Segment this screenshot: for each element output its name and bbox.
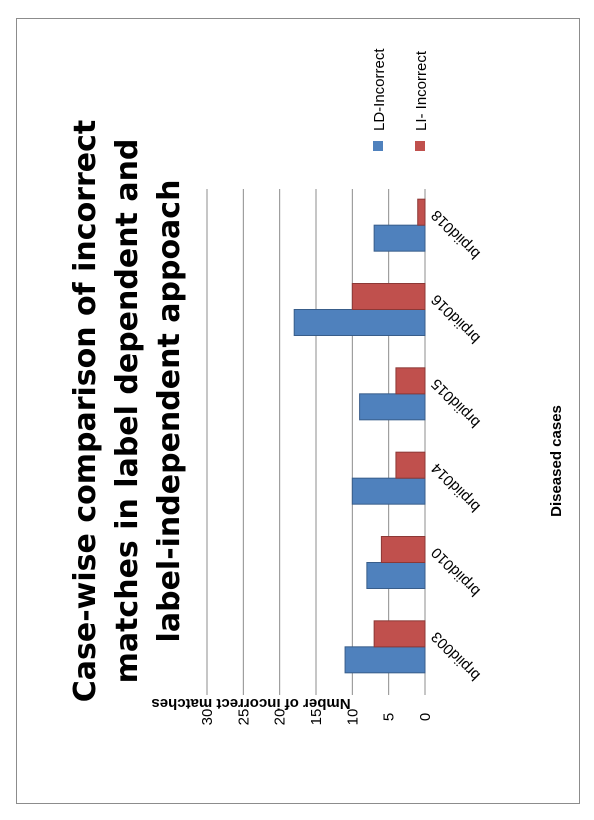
- bar-li-brpiid010: [380, 536, 426, 563]
- value-tick-label: 0: [417, 713, 434, 721]
- value-tick-label: 15: [308, 709, 325, 726]
- legend-label: LD-Incorrect: [371, 48, 388, 131]
- chart-frame: Case-wise comparison of incorrect matche…: [16, 18, 580, 804]
- title-line-3: label-independent appoach: [152, 180, 187, 643]
- bars: [293, 198, 426, 674]
- chart-canvas: Case-wise comparison of incorrect matche…: [68, 48, 565, 726]
- y-axis-title: Nmber of incorrect matches: [151, 695, 350, 712]
- gridlines: [206, 189, 426, 695]
- value-tick-label: 25: [235, 709, 252, 726]
- title-line-2: matches in label dependent and: [110, 139, 145, 684]
- bar-ld-brpiid010: [366, 562, 426, 589]
- legend-swatch: [373, 141, 383, 151]
- legend-label: LI- Incorrect: [413, 50, 430, 131]
- bar-ld-brpiid018: [373, 224, 426, 252]
- value-tick-label: 30: [199, 709, 216, 726]
- category-label: brpiid018: [428, 207, 484, 263]
- category-label: brpiid010: [428, 544, 484, 600]
- bar-ld-brpiid015: [359, 393, 426, 421]
- x-axis-title: Diseased cases: [548, 405, 565, 517]
- bar-ld-brpiid014: [351, 477, 426, 505]
- legend: LD-Incorrect LI- Incorrect: [371, 48, 430, 151]
- bar-li-brpiid018: [417, 198, 426, 226]
- value-tick-label: 5: [381, 713, 398, 721]
- category-label: brpiid015: [428, 375, 484, 431]
- chart-title: Case-wise comparison of incorrect matche…: [68, 120, 187, 702]
- category-label: brpiid003: [428, 628, 484, 684]
- category-labels: brpiid003 brpiid010 brpiid014 brpiid015 brpi…: [428, 207, 484, 684]
- bar-ld-brpiid016: [293, 309, 426, 336]
- category-label: brpiid016: [428, 291, 484, 347]
- bar-li-brpiid003: [373, 620, 426, 648]
- bar-li-brpiid015: [395, 367, 426, 395]
- value-tick-label: 20: [272, 709, 289, 726]
- legend-swatch: [415, 141, 425, 151]
- bar-ld-brpiid003: [344, 646, 426, 674]
- bar-li-brpiid016: [351, 283, 426, 310]
- value-tick-labels: 0 5 10 15 20 25 30: [199, 709, 434, 726]
- value-tick-label: 10: [344, 709, 361, 726]
- bar-li-brpiid014: [395, 451, 426, 479]
- category-label: brpiid014: [428, 460, 484, 516]
- title-line-1: Case-wise comparison of incorrect: [68, 120, 103, 702]
